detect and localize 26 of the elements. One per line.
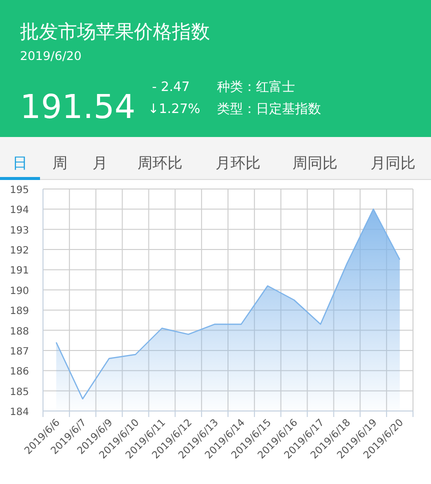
text: ↓1.27% — [148, 102, 200, 117]
y-tick-label: 188 — [10, 326, 29, 338]
text: - 2.47 — [152, 80, 190, 95]
text: 月同比 — [370, 154, 416, 172]
text: 月环比 — [216, 154, 260, 172]
y-tick-label: 185 — [10, 386, 29, 398]
text: 类型：日定基指数 — [217, 102, 321, 117]
y-tick-label: 184 — [10, 407, 29, 418]
y-tick-label: 190 — [10, 286, 29, 297]
text: 种类：红富士 — [217, 79, 295, 95]
text: 191.54 — [20, 87, 136, 126]
text: 批发市场苹果价格指数 — [20, 21, 210, 43]
y-tick-label: 193 — [10, 225, 29, 236]
text: 2019/6/20 — [20, 49, 82, 63]
y-tick-label: 195 — [10, 185, 29, 196]
y-tick-label: 187 — [10, 346, 29, 358]
y-tick-label: 192 — [10, 246, 29, 257]
y-tick-label: 186 — [10, 366, 29, 378]
y-tick-label: 191 — [10, 266, 29, 277]
text: 周环比 — [138, 154, 182, 172]
text: 周同比 — [292, 154, 338, 172]
text: 月 — [92, 154, 108, 172]
text: 周 — [52, 154, 68, 172]
text: 日 — [12, 154, 28, 172]
y-tick-label: 194 — [10, 205, 29, 216]
y-tick-label: 189 — [10, 306, 29, 318]
